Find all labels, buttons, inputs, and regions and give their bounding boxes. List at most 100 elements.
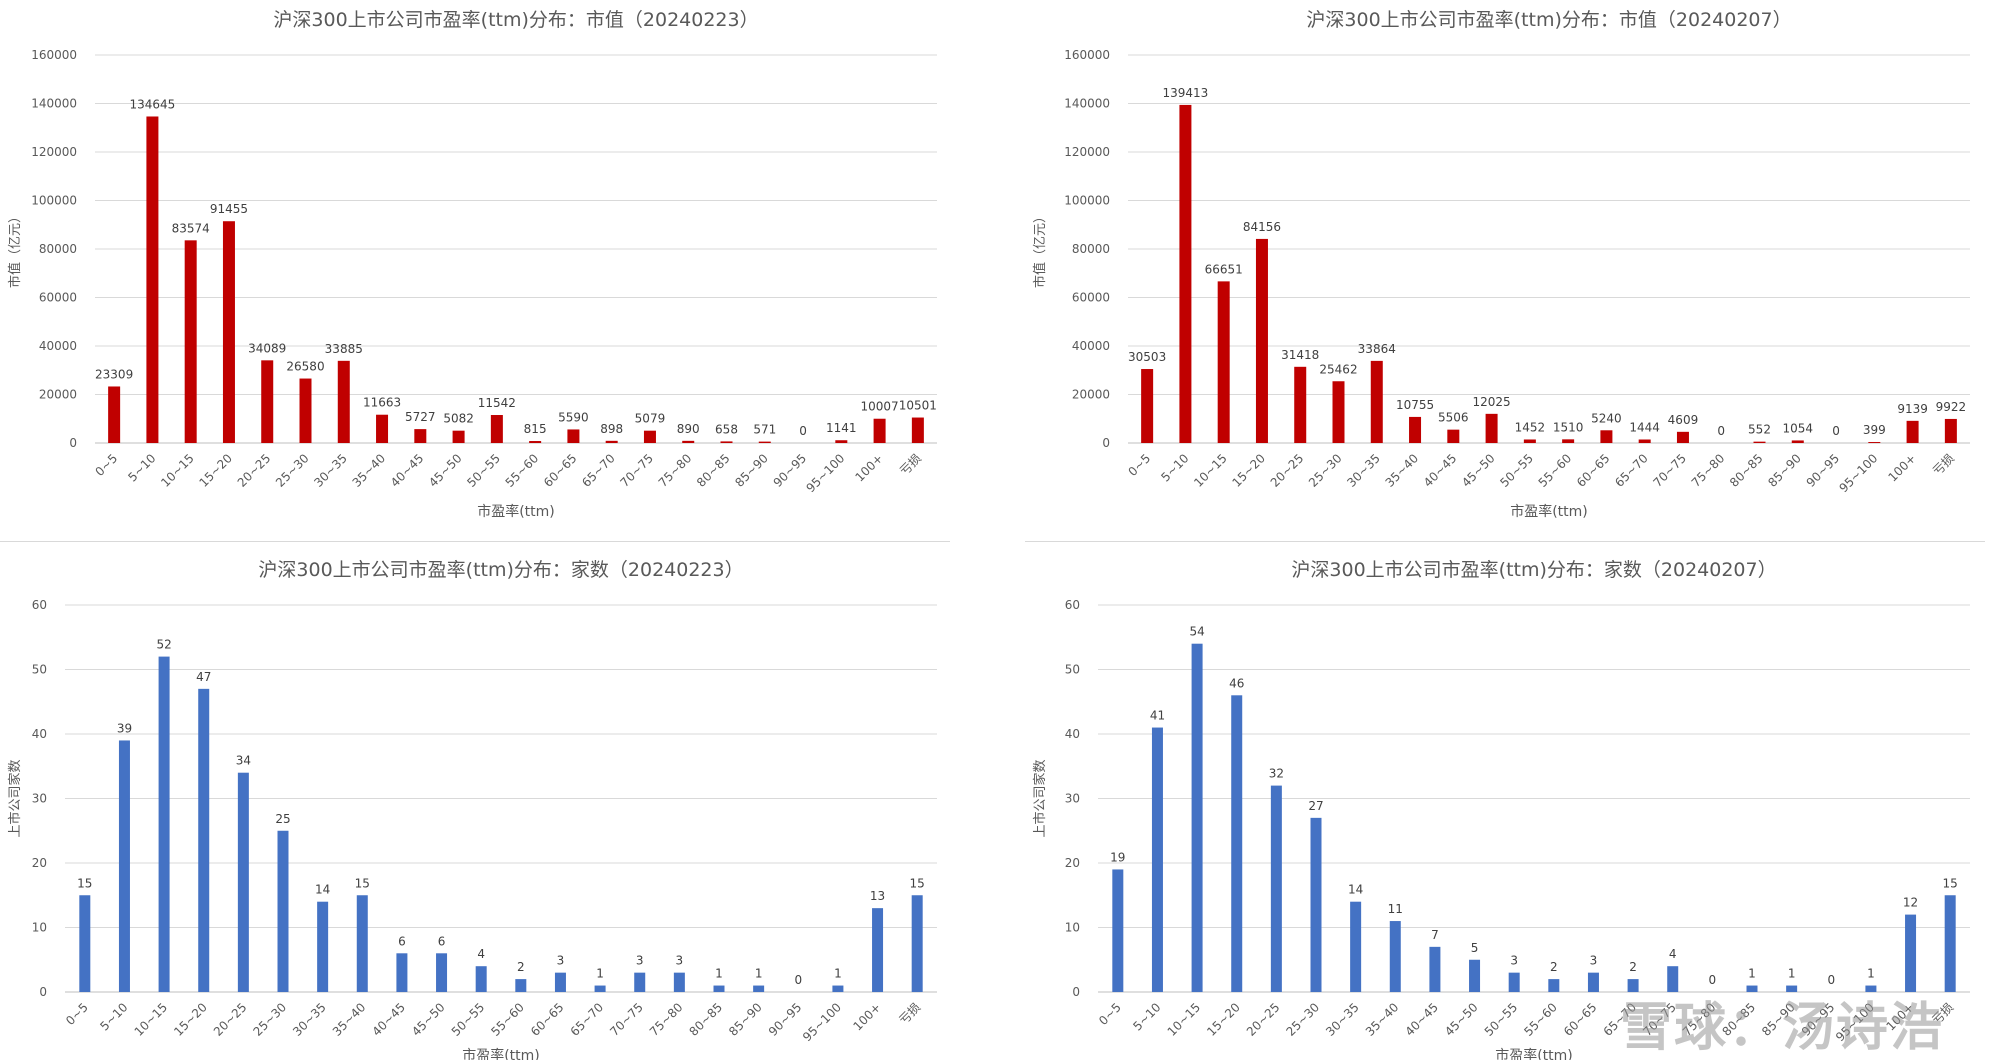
bar: [1255, 238, 1268, 443]
x-tick-label: 50~55: [1497, 451, 1536, 490]
x-tick-label: 30~35: [1344, 451, 1383, 490]
bar: [1786, 985, 1798, 992]
x-tick-label: 60~65: [1561, 1000, 1600, 1039]
data-label: 66651: [1205, 262, 1243, 276]
x-tick-label: 15~20: [1229, 451, 1268, 490]
x-tick-label: 75~80: [656, 451, 695, 490]
data-label: 0: [1709, 973, 1717, 987]
x-tick-label: 10~15: [1165, 1000, 1204, 1039]
bar: [1746, 985, 1758, 992]
x-tick-label: 70~75: [1650, 451, 1689, 490]
data-label: 11: [1388, 902, 1403, 916]
data-label: 5082: [443, 412, 474, 426]
data-label: 1141: [826, 421, 857, 435]
x-tick-label: 30~35: [1323, 1000, 1362, 1039]
y-tick-label: 60: [32, 598, 47, 612]
x-tick-label: 45~50: [409, 1000, 448, 1039]
divider-right: [1025, 541, 1985, 542]
bar: [1141, 369, 1154, 443]
data-label: 0: [799, 424, 807, 438]
bar: [1600, 430, 1613, 443]
x-tick-label: 15~20: [196, 451, 235, 490]
x-tick-label: 亏损: [896, 1000, 923, 1027]
bar: [277, 830, 289, 992]
data-label: 0: [1827, 973, 1835, 987]
data-label: 26580: [286, 360, 324, 374]
x-tick-label: 95~100: [1836, 451, 1880, 495]
data-label: 5240: [1591, 411, 1622, 425]
data-label: 815: [524, 422, 547, 436]
bar: [475, 966, 487, 992]
bar: [1753, 441, 1766, 443]
x-tick-label: 20~25: [1244, 1000, 1283, 1039]
divider-left: [0, 541, 950, 542]
data-label: 46: [1229, 676, 1244, 690]
data-label: 12: [1903, 896, 1918, 910]
x-tick-label: 95~100: [800, 1000, 844, 1044]
chart-title: 沪深300上市公司市盈率(ttm)分布：市值（20240223）: [273, 9, 758, 31]
data-label: 34089: [248, 341, 286, 355]
y-tick-label: 50: [32, 663, 47, 677]
data-label: 6: [398, 934, 406, 948]
x-tick-label: 0~5: [1125, 451, 1153, 479]
x-tick-label: 5~10: [1130, 1000, 1163, 1033]
data-label: 33885: [325, 342, 363, 356]
bar: [758, 441, 771, 443]
chart-mcap-20240207: 沪深300上市公司市盈率(ttm)分布：市值（20240207） 0 20000 40…: [1032, 9, 1970, 520]
data-label: 3: [636, 954, 644, 968]
bar: [1389, 921, 1401, 992]
x-tick-label: 85~90: [1765, 451, 1804, 490]
data-label: 1510: [1553, 420, 1584, 434]
data-label: 2: [1550, 960, 1558, 974]
x-tick-label: 35~40: [1363, 1000, 1402, 1039]
data-label: 890: [677, 422, 700, 436]
bar: [1627, 979, 1639, 992]
x-tick-label: 50~55: [464, 451, 503, 490]
x-tick-label: 65~70: [579, 451, 618, 490]
x-tick-label: 亏损: [897, 451, 924, 478]
x-tick-label: 45~50: [1442, 1000, 1481, 1039]
data-label: 30503: [1128, 350, 1166, 364]
x-tick-label: 5~10: [97, 1000, 130, 1033]
chart-mcap-20240223: 沪深300上市公司市盈率(ttm)分布：市值（20240223） 0 20000 40…: [7, 9, 937, 520]
bar: [634, 972, 646, 992]
bar: [1548, 979, 1560, 992]
y-axis-label: 市值（亿元）: [7, 210, 23, 288]
bar: [299, 378, 312, 443]
chart-count-20240223: 沪深300上市公司市盈率(ttm)分布：家数（20240223）01020304…: [7, 559, 937, 1060]
x-tick-label: 亏损: [1930, 451, 1957, 478]
y-tick-label: 80000: [1072, 242, 1110, 256]
data-label: 39: [117, 721, 132, 735]
data-label: 91455: [210, 202, 248, 216]
bar: [490, 415, 503, 443]
data-label: 10501: [899, 399, 937, 413]
bar: [554, 972, 566, 992]
x-tick-label: 55~60: [1536, 451, 1575, 490]
x-tick-label: 40~45: [388, 451, 427, 490]
bar: [237, 772, 249, 992]
bar: [1791, 440, 1804, 443]
y-tick-label: 60000: [39, 291, 77, 305]
x-axis-label: 市盈率(ttm): [462, 1047, 540, 1060]
x-tick-label: 65~70: [568, 1000, 607, 1039]
bar: [720, 441, 733, 443]
data-label: 25: [275, 812, 290, 826]
bar: [673, 972, 685, 992]
data-label: 1054: [1782, 421, 1813, 435]
x-tick-label: 25~30: [1306, 451, 1345, 490]
bar: [1676, 431, 1689, 443]
y-tick-label: 140000: [31, 97, 77, 111]
chart-panel-mcap-20240207: 沪深300上市公司市盈率(ttm)分布：市值（20240207） 0 20000 40…: [1025, 0, 1985, 535]
data-label: 1: [834, 967, 842, 981]
chart-panel-count-20240207: 沪深300上市公司市盈率(ttm)分布：家数（20240207） 0 10 20 30 4…: [1025, 550, 1985, 1060]
x-tick-label: 100+: [1886, 451, 1919, 484]
data-label: 4609: [1668, 413, 1699, 427]
x-tick-label: 35~40: [350, 451, 389, 490]
y-tick-label: 10: [32, 921, 47, 935]
data-label: 83574: [172, 221, 210, 235]
data-label: 4: [1669, 947, 1677, 961]
bar: [643, 430, 656, 443]
y-tick-label: 30: [32, 792, 47, 806]
bar: [1310, 817, 1322, 992]
data-label: 12025: [1472, 395, 1510, 409]
